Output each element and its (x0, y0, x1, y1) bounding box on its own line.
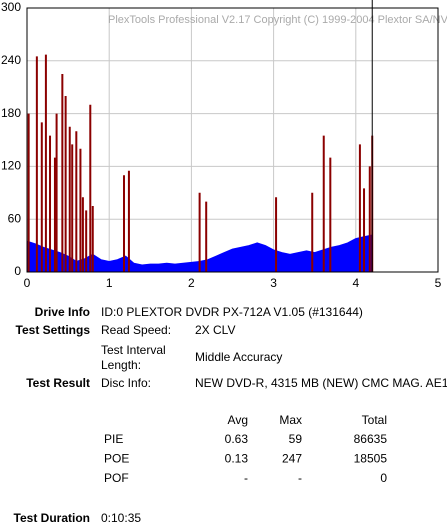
value: NEW DVD-R, 4315 MB (NEW) CMC MAG. AE1 (195, 376, 447, 390)
x-tick-label: 0 (24, 276, 31, 290)
y-tick-label: 240 (1, 53, 21, 67)
label: Length: (101, 358, 141, 372)
value: 0:10:35 (101, 511, 141, 525)
column-header: Avg (228, 413, 248, 427)
x-tick-label: 5 (435, 276, 442, 290)
label: Read Speed: (101, 323, 171, 337)
y-tick-label: 120 (1, 159, 21, 173)
x-tick-label: 4 (352, 276, 359, 290)
value: ID:0 PLEXTOR DVDR PX-712A V1.05 (#131644… (101, 305, 363, 319)
cell: 247 (282, 452, 302, 466)
value: 2X CLV (195, 323, 235, 337)
cell: 86635 (354, 432, 388, 446)
cell: 0 (380, 471, 387, 485)
cell: 18505 (354, 452, 388, 466)
y-tick-label: 60 (8, 211, 22, 225)
label: Drive Info (35, 305, 90, 319)
label: Disc Info: (101, 376, 151, 390)
row-label: PIE (104, 432, 123, 446)
y-tick-label: 300 (1, 0, 21, 14)
y-tick-label: 0 (14, 264, 21, 278)
x-tick-label: 2 (188, 276, 195, 290)
column-header: Total (362, 413, 387, 427)
plot-border (26, 7, 439, 273)
cell: - (244, 471, 248, 485)
label: Test Duration (14, 511, 90, 525)
cell: 0.63 (225, 432, 249, 446)
label: Test Settings (16, 323, 91, 337)
x-tick-label: 1 (106, 276, 113, 290)
row-label: POE (104, 452, 129, 466)
cell: - (298, 471, 302, 485)
row-label: POF (104, 471, 129, 485)
label: Test Result (26, 376, 90, 390)
value: Middle Accuracy (195, 350, 282, 364)
cell: 59 (289, 432, 303, 446)
cell: 0.13 (225, 452, 249, 466)
label: Test Interval (101, 343, 166, 357)
column-header: Max (279, 413, 302, 427)
y-tick-label: 180 (1, 106, 21, 120)
chart-title: PlexTools Professional V2.17 Copyright (… (108, 14, 447, 26)
x-tick-label: 3 (270, 276, 277, 290)
